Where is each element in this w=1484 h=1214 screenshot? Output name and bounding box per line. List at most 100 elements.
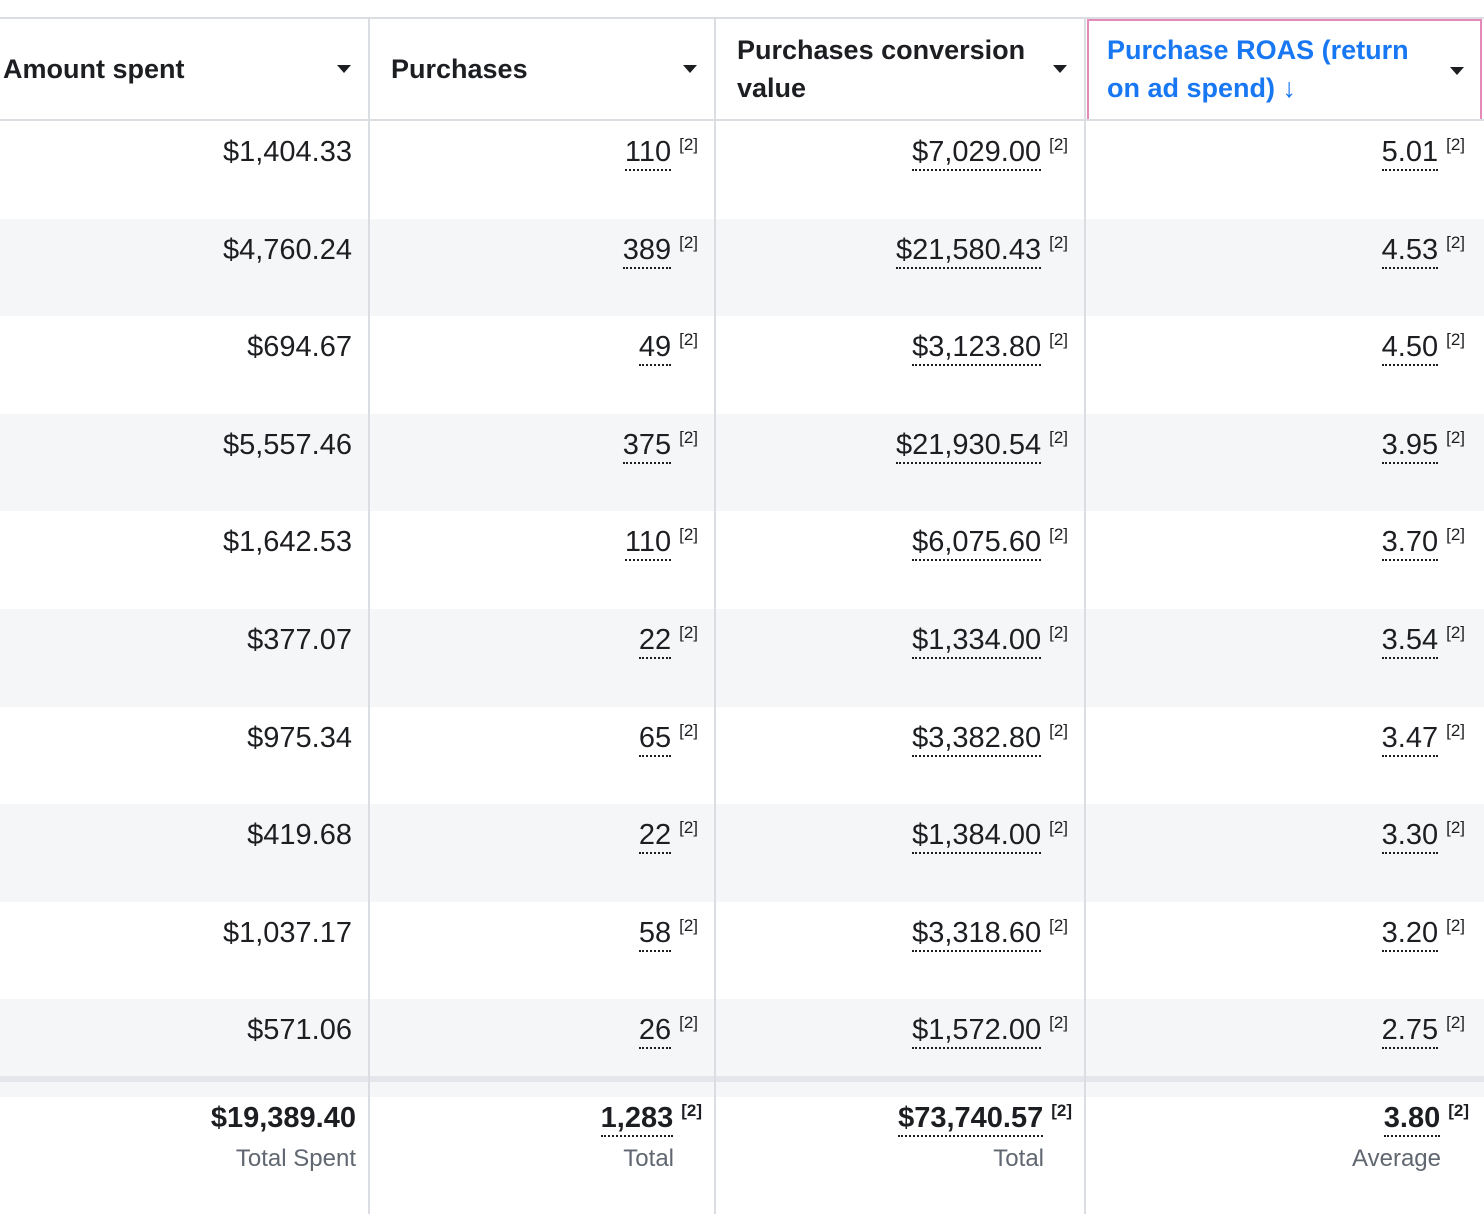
purchases-cell: 22 [2] (638, 622, 698, 659)
roas-cell-link[interactable]: 2.75 (1381, 1014, 1439, 1050)
column-header-purchases[interactable]: Purchases (391, 19, 714, 119)
purchases-cell-link[interactable]: 375 (622, 428, 672, 464)
purchases-cell-link[interactable]: 26 (638, 1014, 672, 1050)
conversion-value-cell: $3,318.60 [2] (912, 915, 1068, 952)
total-amount-spent: $19,389.40 (210, 1102, 356, 1134)
amount-spent-cell: $975.34 (247, 720, 352, 756)
conversion-value-cell-link[interactable]: $7,029.00 (912, 136, 1042, 171)
amount-spent-cell: $1,037.17 (223, 915, 352, 951)
table-row: $5,557.46 375 [2] $21,930.54 [2] 3.95 [2] (0, 413, 1484, 512)
amount-spent-cell: $1,642.53 (223, 524, 352, 560)
attribution-note: [2] (1446, 135, 1465, 154)
caret-down-icon[interactable] (1053, 65, 1067, 73)
purchases-cell-link[interactable]: 110 (624, 136, 672, 171)
caret-down-icon[interactable] (337, 65, 351, 73)
sorted-column-highlight (1087, 19, 1482, 119)
purchases-cell: 22 [2] (638, 817, 698, 855)
caret-down-icon[interactable] (1450, 67, 1464, 75)
column-divider (368, 17, 370, 1214)
roas-cell: 2.75 [2] (1381, 1012, 1465, 1050)
roas-cell: 3.30 [2] (1381, 817, 1465, 855)
purchases-cell-link[interactable]: 58 (638, 916, 672, 952)
column-header-label-wrap: Purchase ROAS (return on ad spend) ↓ (1107, 31, 1417, 107)
attribution-note: [2] (679, 720, 698, 740)
amount-spent-cell-value: $1,642.53 (222, 526, 352, 559)
purchases-cell-link[interactable]: 22 (638, 819, 672, 855)
roas-cell-link[interactable]: 3.70 (1381, 526, 1439, 562)
amount-spent-cell-value: $571.06 (247, 1014, 352, 1047)
amount-spent-cell: $694.67 (247, 329, 352, 365)
attribution-note: [2] (1446, 330, 1465, 350)
roas-cell: 3.20 [2] (1381, 915, 1465, 952)
purchases-cell: 110 [2] (624, 134, 698, 171)
amount-spent-cell: $419.68 (247, 817, 352, 853)
roas-cell-link[interactable]: 3.30 (1381, 819, 1439, 855)
column-header-label: Purchases conversion value (737, 35, 1026, 103)
conversion-value-cell-link[interactable]: $6,075.60 (912, 526, 1042, 562)
total-purchases-caption: Total (623, 1145, 674, 1172)
caret-down-icon[interactable] (683, 65, 697, 73)
column-divider (714, 17, 716, 1214)
conversion-value-cell-link[interactable]: $3,318.60 (912, 916, 1042, 952)
conversion-value-cell-link[interactable]: $1,334.00 (912, 624, 1042, 659)
table-top-border (0, 17, 1484, 19)
purchases-cell-link[interactable]: 65 (638, 721, 672, 757)
roas-cell-link[interactable]: 4.50 (1381, 331, 1439, 367)
attribution-note: [2] (1446, 232, 1465, 252)
table-row: $1,404.33 110 [2] $7,029.00 [2] 5.01 [2] (0, 121, 1484, 219)
conversion-value-cell: $3,382.80 [2] (912, 720, 1068, 757)
amount-spent-cell-value: $419.68 (247, 819, 352, 852)
conversion-value-cell-link[interactable]: $1,572.00 (912, 1014, 1042, 1050)
conversion-value-cell: $1,334.00 [2] (912, 622, 1068, 659)
attribution-note: [2] (679, 330, 698, 350)
purchases-cell: 375 [2] (622, 427, 698, 464)
column-header-amount-spent[interactable]: Amount spent (3, 19, 368, 119)
roas-cell-link[interactable]: 3.20 (1381, 916, 1439, 952)
total-conversion-value-value[interactable]: $73,740.57 (898, 1102, 1044, 1137)
column-header-label: Amount spent (3, 54, 185, 84)
purchases-cell: 389 [2] (622, 232, 698, 269)
attribution-note: [2] (1446, 720, 1465, 740)
amount-spent-cell-value: $4,760.24 (222, 233, 352, 266)
attribution-note: [2] (679, 623, 698, 642)
purchases-cell-link[interactable]: 22 (638, 624, 672, 659)
attribution-note: [2] (1446, 818, 1465, 838)
conversion-value-cell-link[interactable]: $1,384.00 (912, 819, 1042, 855)
average-roas-value[interactable]: 3.80 (1383, 1102, 1441, 1137)
conversion-value-cell: $7,029.00 [2] (912, 134, 1068, 171)
total-purchases-value[interactable]: 1,283 (600, 1102, 674, 1137)
attribution-note: [2] (1049, 330, 1068, 350)
table-row: $694.67 49 [2] $3,123.80 [2] 4.50 [2] (0, 316, 1484, 414)
conversion-value-cell-link[interactable]: $3,382.80 (912, 721, 1042, 757)
roas-cell: 3.54 [2] (1381, 622, 1465, 659)
attribution-note: [2] (1446, 525, 1465, 545)
roas-cell-link[interactable]: 4.53 (1381, 233, 1439, 269)
roas-cell: 3.70 [2] (1381, 524, 1465, 562)
roas-cell: 4.53 [2] (1381, 232, 1465, 269)
attribution-note: [2] (679, 525, 698, 545)
conversion-value-cell-link[interactable]: $21,930.54 (895, 428, 1042, 464)
conversion-value-cell: $21,580.43 [2] (895, 232, 1068, 269)
purchases-cell-link[interactable]: 110 (624, 526, 672, 562)
amount-spent-cell-value: $1,037.17 (222, 916, 352, 949)
totals-divider (0, 1076, 1484, 1082)
table-row: $4,760.24 389 [2] $21,580.43 [2] 4.53 [2] (0, 218, 1484, 317)
table-row: $419.68 22 [2] $1,384.00 [2] 3.30 [2] (0, 804, 1484, 902)
column-header-purchases-conversion-value[interactable]: Purchases conversion value (737, 19, 1084, 119)
amount-spent-cell-value: $377.07 (247, 624, 352, 656)
table-row: $1,037.17 58 [2] $3,318.60 [2] 3.20 [2] (0, 902, 1484, 1000)
purchases-cell-link[interactable]: 49 (638, 331, 672, 367)
roas-cell-link[interactable]: 3.95 (1381, 428, 1439, 464)
attribution-note: [2] (679, 135, 698, 154)
roas-cell-link[interactable]: 3.47 (1381, 721, 1439, 757)
conversion-value-cell-link[interactable]: $3,123.80 (912, 331, 1042, 367)
roas-cell-link[interactable]: 3.54 (1381, 624, 1439, 659)
amount-spent-cell: $571.06 (247, 1012, 352, 1048)
column-header-purchase-roas[interactable]: Purchase ROAS (return on ad spend) ↓ (1107, 19, 1482, 119)
conversion-value-cell-link[interactable]: $21,580.43 (895, 233, 1042, 269)
roas-cell-link[interactable]: 5.01 (1381, 136, 1439, 171)
purchases-cell-link[interactable]: 389 (622, 233, 672, 269)
average-roas: 3.80 [2] (1383, 1100, 1469, 1137)
attribution-note: [2] (1049, 232, 1068, 252)
